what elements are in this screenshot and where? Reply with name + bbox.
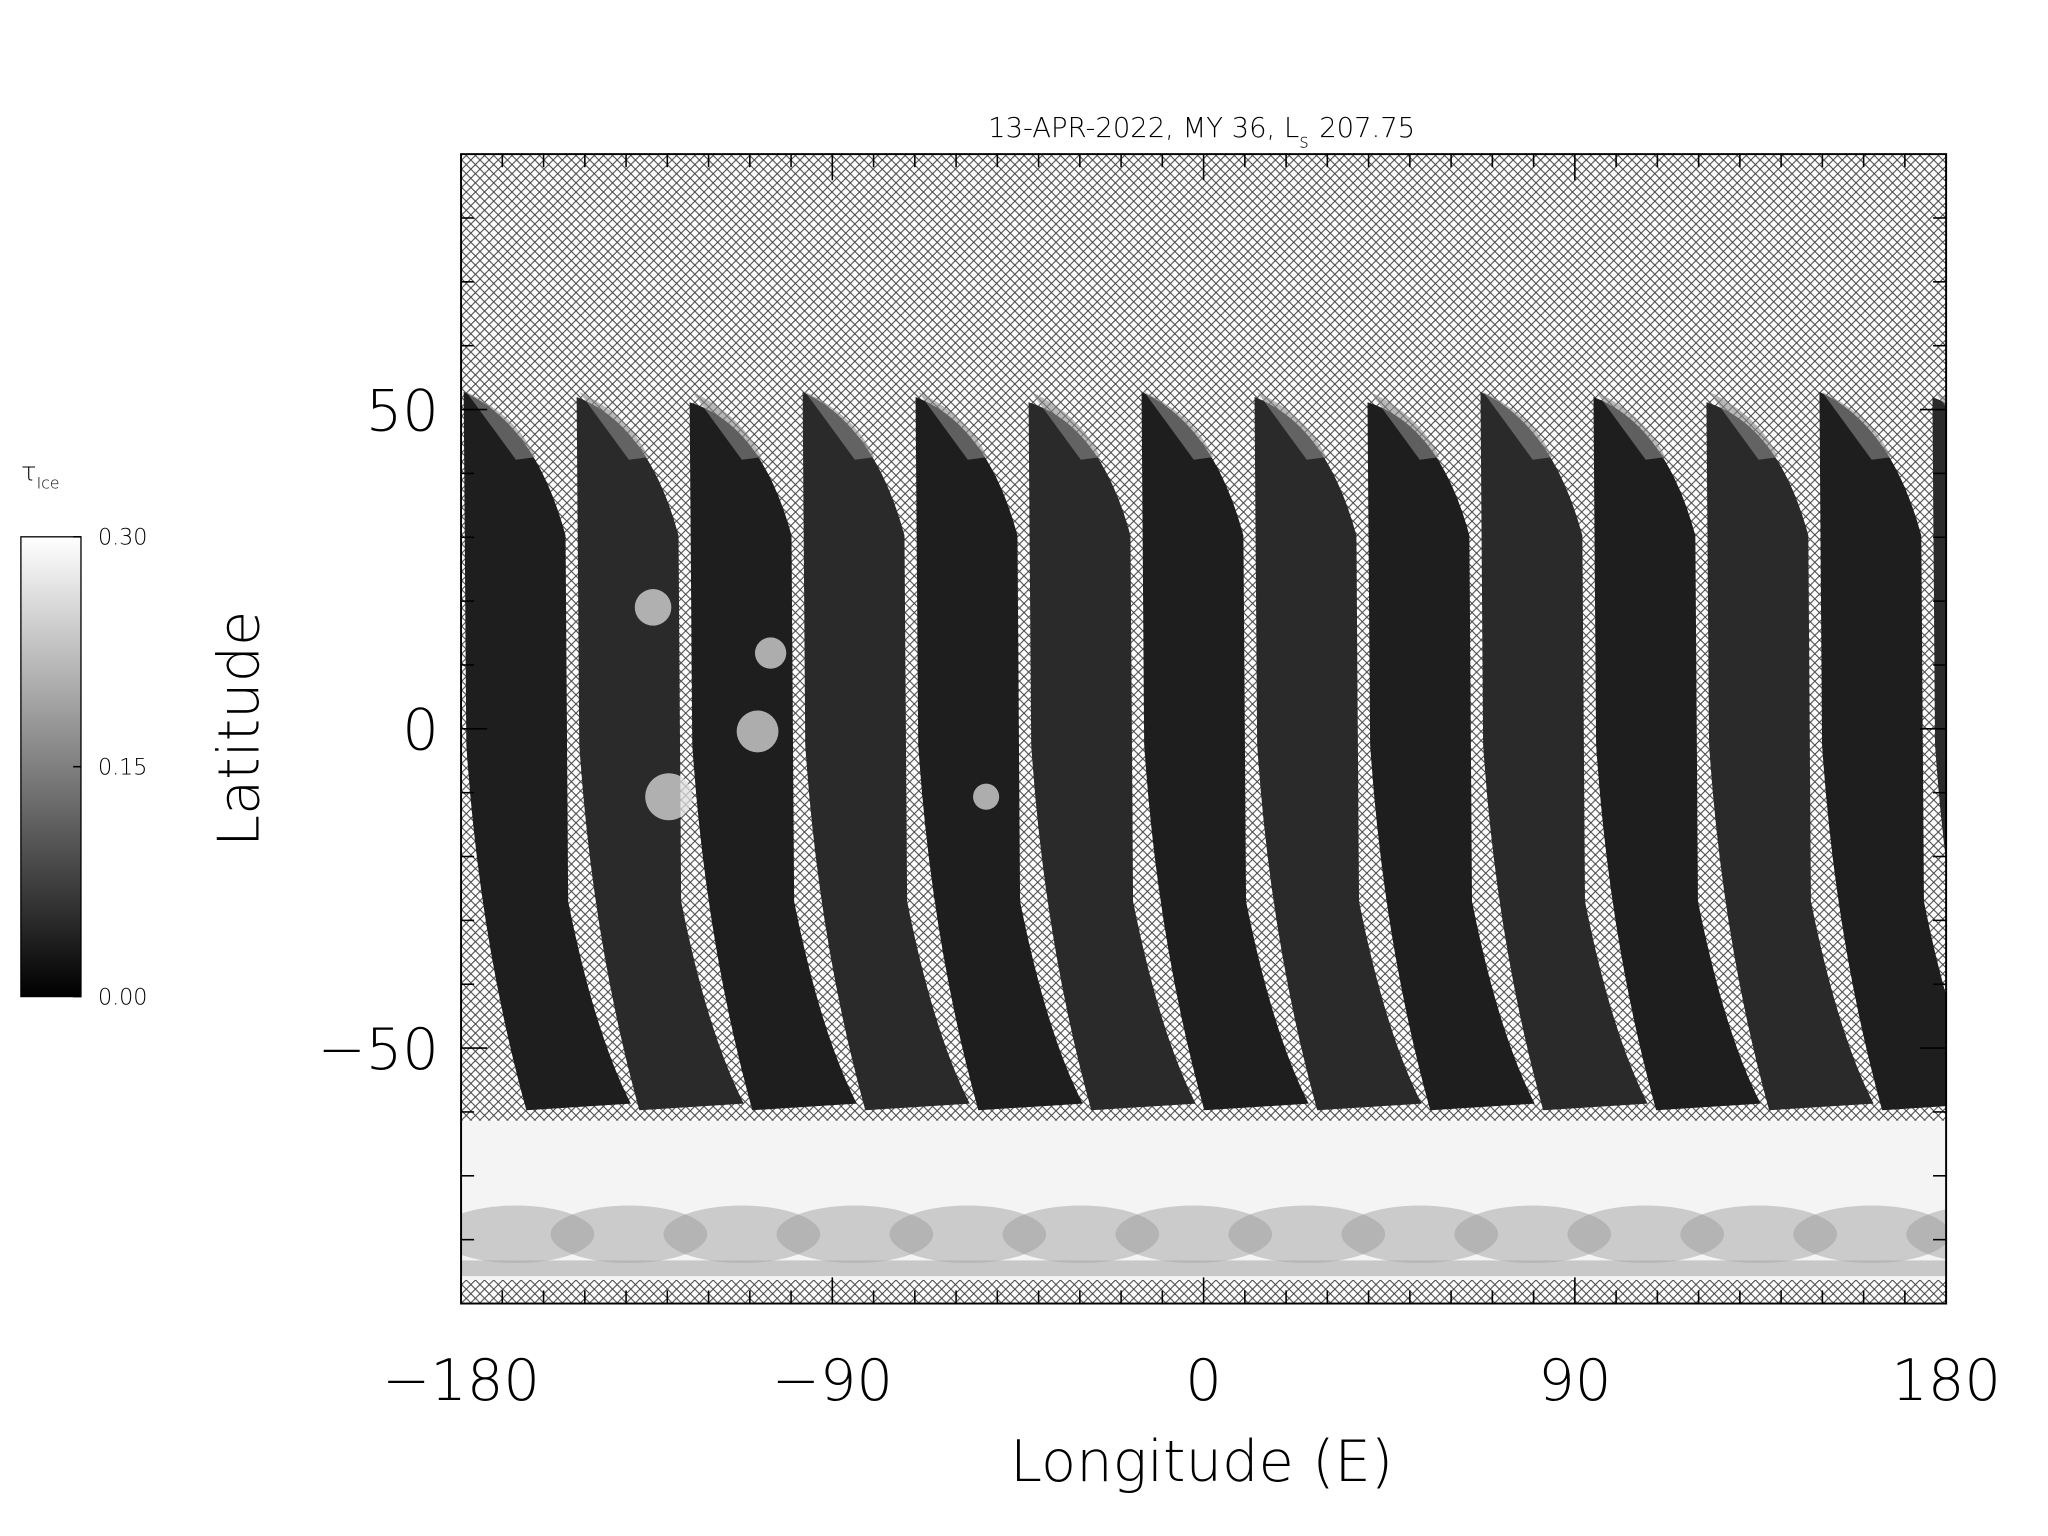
title-subscript: s <box>1299 132 1309 153</box>
swath <box>1480 391 1648 1111</box>
swath <box>1254 397 1422 1111</box>
x-tick-label: −180 <box>382 1347 540 1414</box>
cloud <box>736 710 779 753</box>
swath <box>915 397 1083 1111</box>
x-tick-label: −90 <box>772 1347 893 1414</box>
hood-shade <box>1454 1205 1612 1264</box>
swath-top <box>1935 391 1947 408</box>
cloud <box>645 773 693 821</box>
colorbar-label: τIce <box>21 458 60 493</box>
chart-title: 13-APR-2022, MY 36, Ls 207.75 <box>988 113 1415 152</box>
y-axis-label: Latitude <box>206 611 273 847</box>
cloud <box>634 589 672 626</box>
swath-top <box>918 391 988 460</box>
hood-shade <box>550 1205 708 1264</box>
swath-top <box>1822 391 1892 460</box>
hood-shade <box>776 1205 934 1264</box>
cloud <box>973 783 1000 810</box>
swath <box>1819 391 1947 1111</box>
hood-shade <box>1115 1205 1273 1264</box>
swath-top <box>1709 391 1779 460</box>
title-suffix: 207.75 <box>1319 113 1415 144</box>
swath <box>576 397 744 1111</box>
colorbar-tick-label: 0.00 <box>98 984 147 1010</box>
x-tick-label: 180 <box>1891 1347 2001 1414</box>
swath-top <box>1596 391 1666 460</box>
swath <box>1706 402 1874 1111</box>
x-axis-label: Longitude (E) <box>1010 1428 1393 1495</box>
hood-edge <box>461 1260 1947 1277</box>
hood-shade <box>1680 1205 1838 1264</box>
hood-shade <box>889 1205 1047 1264</box>
x-tick-label: 0 <box>1185 1347 1222 1414</box>
cloud <box>754 637 787 669</box>
swath <box>802 391 970 1111</box>
swath <box>1932 397 1947 862</box>
colorbar-tick-label: 0.30 <box>98 525 147 551</box>
title-main: 13-APR-2022, MY 36, L <box>988 113 1299 144</box>
colorbar-tick-label: 0.15 <box>98 755 147 781</box>
swath-top <box>692 391 762 460</box>
hood-shade <box>1002 1205 1160 1264</box>
hood-shade <box>1341 1205 1499 1264</box>
swath-top <box>1031 391 1101 460</box>
y-tick-label: −50 <box>318 1016 439 1083</box>
hood-shade <box>1793 1205 1947 1264</box>
swath-top <box>579 391 649 460</box>
swath-top <box>1257 391 1327 460</box>
hood-shade <box>461 1205 595 1264</box>
hood-shade <box>663 1205 821 1264</box>
x-tick-label: 90 <box>1538 1347 1611 1414</box>
y-tick-label: 50 <box>366 377 439 444</box>
swath <box>1593 397 1761 1111</box>
map-image <box>461 154 1947 1304</box>
hood-shade <box>1567 1205 1725 1264</box>
swath <box>463 391 631 1111</box>
swath-top <box>1483 391 1553 460</box>
hood-shade <box>1906 1209 1947 1260</box>
colorbar-subscript: Ice <box>37 473 60 492</box>
colorbar <box>20 536 82 998</box>
swath-top <box>1144 391 1214 460</box>
hood-shade <box>1228 1205 1386 1264</box>
swath <box>1367 402 1535 1111</box>
swath-top <box>1370 391 1440 460</box>
y-tick-label: 0 <box>402 697 439 764</box>
swath <box>1141 391 1309 1111</box>
swath <box>1028 402 1196 1111</box>
swath-top <box>805 391 875 460</box>
swath <box>689 402 857 1111</box>
polar-hood <box>461 1120 1947 1280</box>
colorbar-symbol: τ <box>21 458 37 488</box>
